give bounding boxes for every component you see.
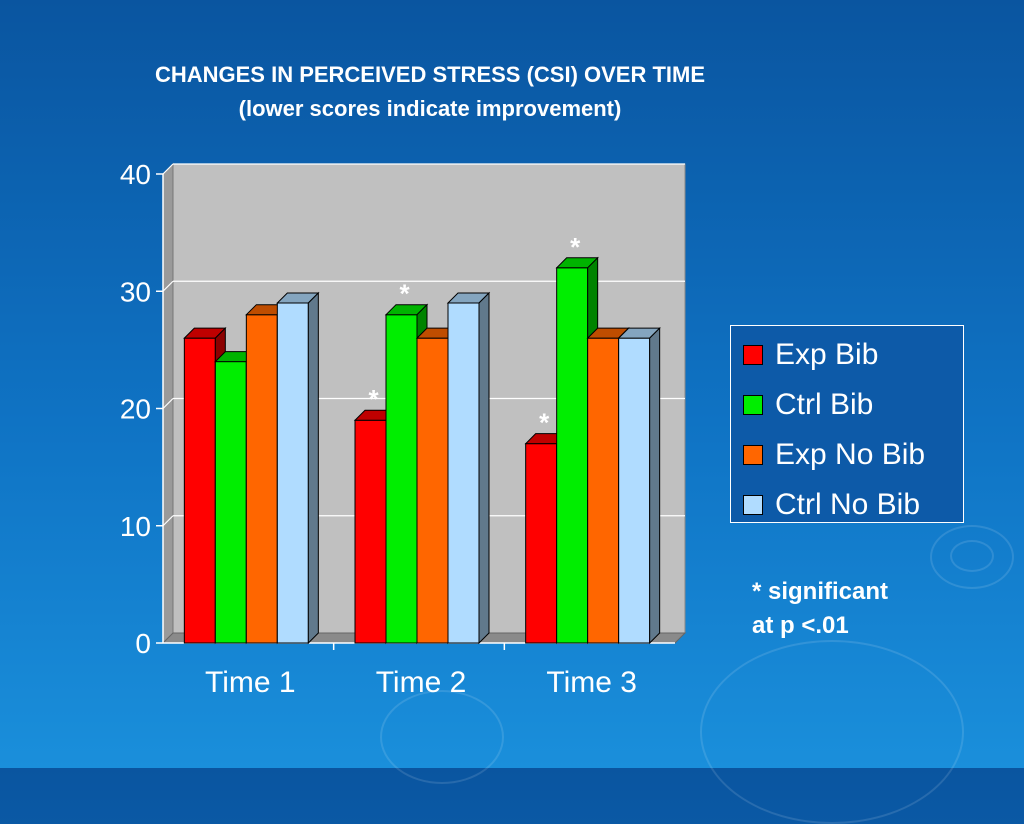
legend-item: Exp Bib	[743, 338, 879, 371]
bar	[276, 302, 309, 644]
significance-note-line2: at p <.01	[752, 612, 849, 639]
bar-side	[478, 291, 490, 645]
y-tick-label: 0	[135, 628, 151, 659]
x-tick-label: Time 3	[546, 666, 637, 699]
bar	[245, 314, 278, 644]
chart-legend: Exp Bib Ctrl Bib Exp No Bib Ctrl No Bib	[730, 325, 964, 523]
legend-item: Ctrl Bib	[743, 388, 874, 421]
significance-marker: *	[399, 279, 410, 309]
significance-note: * significant at p <.01	[752, 575, 888, 643]
bar	[556, 267, 589, 644]
y-tick-label: 20	[120, 394, 151, 425]
legend-label: Exp Bib	[775, 338, 879, 371]
legend-swatch	[743, 445, 763, 465]
bar	[214, 361, 247, 644]
significance-note-line1: * significant	[752, 578, 889, 605]
significance-marker: *	[539, 408, 550, 438]
legend-swatch	[743, 395, 763, 415]
decorative-ripple	[950, 540, 994, 572]
bar	[618, 337, 651, 644]
x-tick-label: Time 1	[205, 666, 296, 699]
bar	[416, 337, 449, 644]
gridline	[162, 280, 174, 292]
gridline	[162, 515, 174, 527]
bar	[183, 337, 216, 644]
chart-subtitle: (lower scores indicate improvement)	[238, 96, 622, 121]
chart-title: CHANGES IN PERCEIVED STRESS (CSI) OVER T…	[154, 62, 706, 87]
bar-side	[307, 291, 319, 645]
bar-side	[649, 326, 661, 645]
bar	[447, 302, 480, 644]
bar	[525, 443, 558, 644]
gridline	[162, 163, 174, 175]
bar-chart: 0 10 20 30 40 Time 1 * * Time 2 * * Time 3	[120, 159, 687, 699]
legend-label: Ctrl No Bib	[775, 488, 921, 521]
y-tick-label: 30	[120, 276, 151, 307]
legend-item: Exp No Bib	[743, 438, 926, 471]
y-tick-label: 10	[120, 511, 151, 542]
legend-swatch	[743, 495, 763, 515]
bar	[587, 337, 620, 644]
x-tick-label: Time 2	[376, 666, 467, 699]
legend-label: Ctrl Bib	[775, 388, 874, 421]
bar	[385, 314, 418, 644]
decorative-ripple	[930, 525, 1014, 589]
y-tick-label: 40	[120, 159, 151, 190]
legend-label: Exp No Bib	[775, 438, 926, 471]
gridline	[162, 398, 174, 409]
significance-marker: *	[570, 232, 581, 262]
legend-swatch	[743, 345, 763, 365]
significance-marker: *	[368, 384, 379, 414]
bar	[354, 419, 387, 644]
legend-item: Ctrl No Bib	[743, 488, 921, 521]
